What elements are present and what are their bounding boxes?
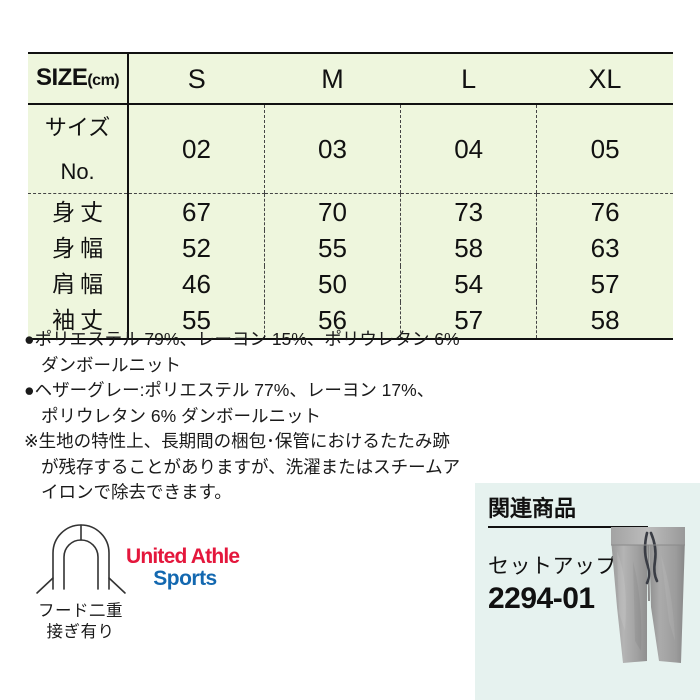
header-size-xl: XL (536, 52, 673, 105)
header-size-label: SIZE(cm) (28, 52, 129, 105)
row-label-mitake: 身丈 (28, 193, 129, 230)
cell-katahaba-xl: 57 (536, 266, 673, 302)
size-label-text: SIZE (36, 64, 88, 91)
hood-caption: フード二重 接ぎ有り (28, 601, 133, 643)
logo-text-sports: Sports (153, 567, 217, 590)
cell-mihaba-s: 52 (127, 230, 265, 266)
row-label-text: 身幅 (52, 235, 109, 261)
table-row: 袖丈 55 56 57 58 (28, 302, 673, 340)
note-line: が残存することがありますが、洗濯またはスチームア (41, 456, 461, 477)
cell-sizeno-m: 03 (263, 104, 401, 194)
cell-mitake-s: 67 (127, 193, 265, 230)
hood-caption-line1: フード二重 (38, 602, 123, 620)
cell-sizeno-s: 02 (127, 104, 265, 194)
row-label-text: サイズNo. (44, 115, 111, 184)
cell-sodetake-s: 55 (127, 302, 265, 340)
table-row: サイズNo. 02 03 04 05 (28, 104, 673, 194)
cell-katahaba-s: 46 (127, 266, 265, 302)
note-line: ●ヘザーグレー:ポリエステル 77%、レーヨン 17%、 (24, 380, 435, 400)
note-line: イロンで除去できます。 (41, 482, 232, 502)
cell-sodetake-m: 56 (263, 302, 401, 340)
size-unit-text: (cm) (87, 72, 120, 89)
size-table-container: SIZE(cm) S M L XL サイズNo. 02 03 04 05 身丈 (28, 52, 673, 340)
hood-caption-line2: 接ぎ有り (46, 623, 115, 641)
related-products-panel: 関連商品 セットアップ 2294-01 (475, 483, 700, 700)
brand-logo: United Athle Sports (126, 546, 276, 590)
row-label-text: 肩幅 (52, 271, 109, 297)
related-products-title: 関連商品 (488, 496, 577, 521)
row-label-text: 袖丈 (52, 307, 109, 333)
related-product-subtitle: セットアップ (488, 555, 617, 578)
cell-mitake-xl: 76 (536, 193, 673, 230)
related-product-code: 2294-01 (488, 582, 595, 615)
cell-mitake-l: 73 (400, 193, 537, 230)
row-label-sizeno: サイズNo. (28, 104, 129, 194)
row-label-sodetake: 袖丈 (28, 302, 129, 340)
row-label-katahaba: 肩幅 (28, 266, 129, 302)
cell-katahaba-l: 54 (400, 266, 537, 302)
header-size-s: S (127, 52, 265, 105)
cell-katahaba-m: 50 (263, 266, 401, 302)
header-size-m: M (264, 52, 401, 105)
table-row: 身丈 67 70 73 76 (28, 193, 673, 230)
note-line: ※生地の特性上、長期間の梱包･保管におけるたたみ跡 (24, 431, 450, 451)
cell-sodetake-l: 57 (400, 302, 537, 340)
table-header-row: SIZE(cm) S M L XL (28, 52, 673, 105)
cell-sizeno-l: 04 (400, 104, 537, 194)
table-row: 身幅 52 55 58 63 (28, 230, 673, 266)
hood-double-seam-icon (35, 524, 126, 594)
row-label-mihaba: 身幅 (28, 230, 129, 266)
note-line: ●ポリエステル 79%、レーヨン 15%、ポリウレタン 6% (24, 329, 460, 349)
material-notes: ●ポリエステル 79%、レーヨン 15%、ポリウレタン 6% ダンボールニット … (24, 327, 544, 506)
related-products-divider (488, 526, 648, 528)
note-line: ダンボールニット (41, 354, 181, 375)
cell-sodetake-xl: 58 (536, 302, 673, 340)
cell-mitake-m: 70 (263, 193, 401, 230)
cell-mihaba-l: 58 (400, 230, 537, 266)
hood-feature-block: フード二重 接ぎ有り (28, 523, 133, 643)
row-label-text: 身丈 (52, 199, 109, 225)
header-size-l: L (400, 52, 537, 105)
cell-mihaba-xl: 63 (536, 230, 673, 266)
sweatpants-gray-image[interactable] (603, 521, 695, 681)
note-line: ポリウレタン 6% ダンボールニット (41, 405, 322, 426)
table-row: 肩幅 46 50 54 57 (28, 266, 673, 302)
logo-text-united-athle: United Athle (126, 545, 240, 568)
cell-mihaba-m: 55 (263, 230, 401, 266)
cell-sizeno-xl: 05 (536, 104, 673, 194)
size-chart-table: SIZE(cm) S M L XL サイズNo. 02 03 04 05 身丈 (28, 52, 673, 340)
